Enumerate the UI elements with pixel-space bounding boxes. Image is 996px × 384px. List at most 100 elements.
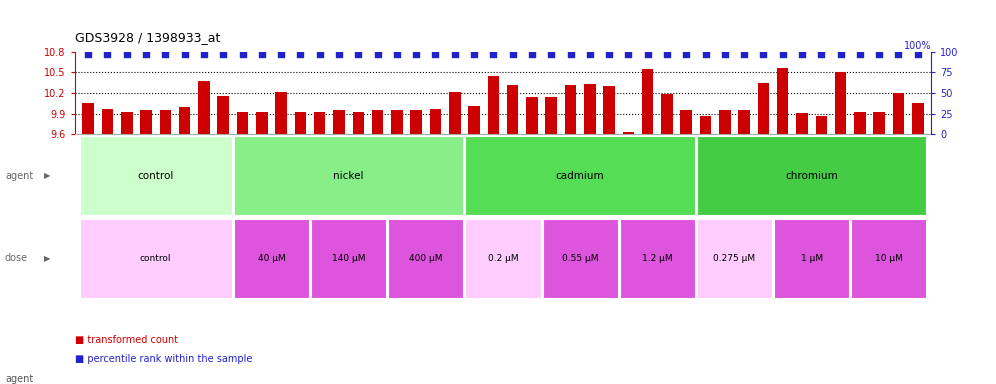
Bar [410,109,422,134]
Text: agent: agent [5,170,33,181]
Point [621,51,636,57]
Point [447,51,463,57]
Text: nickel: nickel [334,170,364,181]
Bar [102,109,114,134]
Bar [680,110,692,134]
Bar [179,107,190,134]
Text: ▶: ▶ [44,171,51,180]
Bar [465,136,695,215]
Bar [835,73,847,134]
Point [370,51,385,57]
Point [100,51,116,57]
Bar [777,68,789,134]
Bar [429,109,441,134]
Text: ■ transformed count: ■ transformed count [75,335,178,345]
Bar [546,97,557,134]
Text: 0.2 μM: 0.2 μM [488,254,518,263]
Bar [388,218,463,298]
Bar [80,136,232,215]
Point [215,51,231,57]
Point [639,51,655,57]
Point [775,51,791,57]
Bar [526,96,538,134]
Bar [353,113,365,134]
Text: cadmium: cadmium [556,170,605,181]
Point [582,51,598,57]
Bar [661,94,672,134]
Point [196,51,212,57]
Text: GDS3928 / 1398933_at: GDS3928 / 1398933_at [75,31,220,44]
Text: 0.55 μM: 0.55 μM [562,254,599,263]
Bar [873,112,885,134]
Text: ▶: ▶ [44,254,51,263]
Bar [83,103,94,134]
Point [427,51,443,57]
Bar [565,85,577,134]
Point [293,51,309,57]
Point [852,51,868,57]
Text: control: control [137,170,174,181]
Text: 140 μM: 140 μM [332,254,366,263]
Bar [488,76,499,134]
Text: 0.275 μM: 0.275 μM [713,254,756,263]
Bar [140,110,151,134]
Point [466,51,482,57]
Point [814,51,830,57]
Bar [507,85,518,134]
Point [351,51,367,57]
Bar [121,113,132,134]
Bar [234,136,463,215]
Point [794,51,810,57]
Bar [234,218,309,298]
Bar [311,218,386,298]
Point [543,51,559,57]
Bar [334,110,345,134]
Text: ■ percentile rank within the sample: ■ percentile rank within the sample [75,354,252,364]
Point [602,51,618,57]
Bar [604,86,615,134]
Point [872,51,887,57]
Text: 40 μM: 40 μM [258,254,285,263]
Bar [198,81,210,134]
Bar [217,96,229,134]
Bar [468,106,480,134]
Point [235,51,251,57]
Bar [852,218,926,298]
Point [273,51,289,57]
Point [176,51,192,57]
Bar [465,218,541,298]
Bar [543,218,618,298]
Point [119,51,134,57]
Point [736,51,752,57]
Bar [892,93,904,134]
Point [833,51,849,57]
Text: 1 μM: 1 μM [801,254,823,263]
Point [563,51,579,57]
Point [81,51,97,57]
Text: 10 μM: 10 μM [874,254,902,263]
Text: 100%: 100% [903,41,931,51]
Point [312,51,328,57]
Bar [275,93,287,134]
Bar [256,112,268,134]
Bar [80,218,232,298]
Bar [697,218,772,298]
Bar [584,84,596,134]
Bar [159,109,171,134]
Bar [620,218,695,298]
Point [755,51,771,57]
Bar [295,113,306,134]
Point [138,51,154,57]
Point [331,51,347,57]
Bar [719,110,731,134]
Bar [855,113,866,134]
Text: agent: agent [5,374,33,384]
Point [157,51,173,57]
Point [697,51,713,57]
Bar [796,113,808,134]
Point [254,51,270,57]
Point [388,51,404,57]
Text: 400 μM: 400 μM [409,254,442,263]
Point [890,51,906,57]
Bar [372,110,383,134]
